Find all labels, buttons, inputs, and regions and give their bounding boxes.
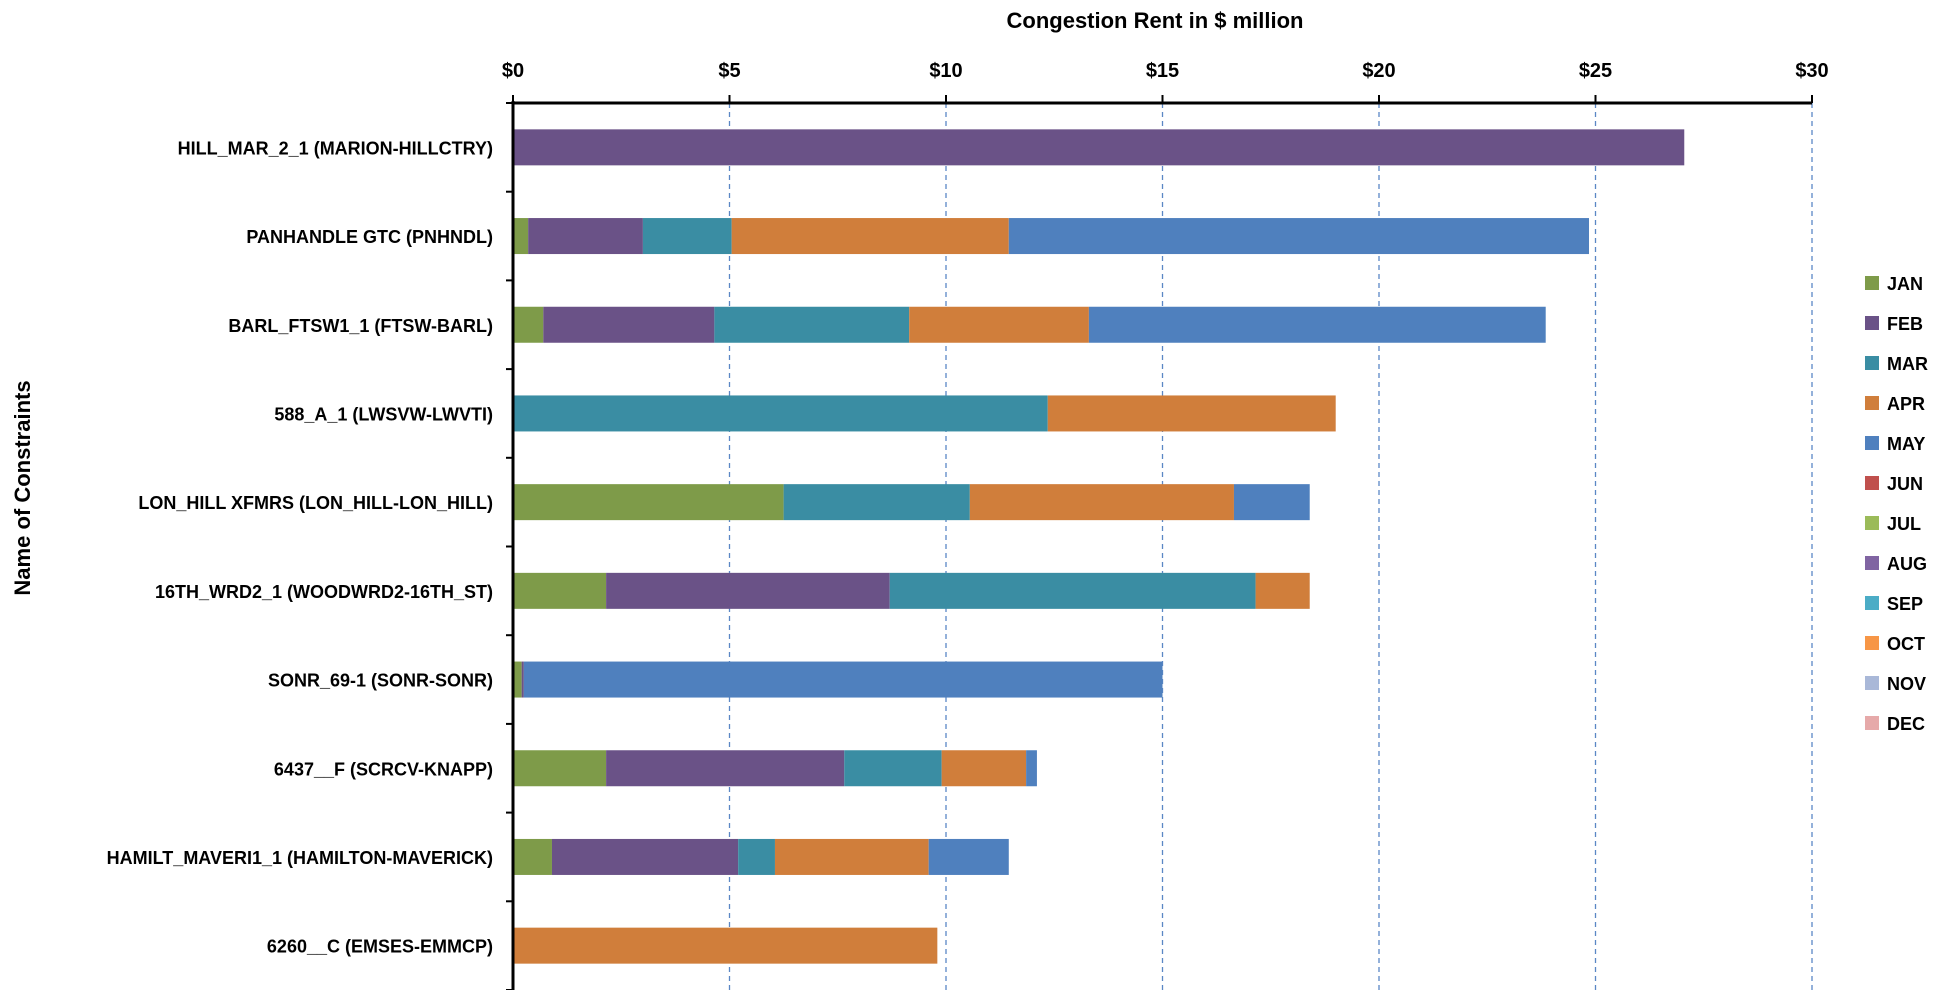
bar-segment bbox=[642, 218, 732, 255]
legend-swatch bbox=[1865, 716, 1879, 730]
bar-segment bbox=[969, 484, 1234, 521]
bar-segment bbox=[528, 218, 643, 255]
bar-segment bbox=[513, 129, 1685, 166]
category-label: 6260__C (EMSES-EMMCP) bbox=[267, 937, 493, 957]
bar-segment bbox=[513, 927, 938, 964]
bar-segment bbox=[513, 750, 607, 787]
bar-segment bbox=[606, 572, 890, 609]
legend-swatch bbox=[1865, 636, 1879, 650]
x-tick-label: $20 bbox=[1362, 60, 1395, 82]
category-label: PANHANDLE GTC (PNHNDL) bbox=[246, 227, 493, 247]
x-tick-labels: $0 $5 $10 $15 $20 $25 $30 bbox=[502, 60, 1829, 82]
bar-segment bbox=[1047, 395, 1336, 432]
bar-segment bbox=[1026, 750, 1037, 787]
legend-label: DEC bbox=[1887, 714, 1925, 734]
legend-swatch bbox=[1865, 556, 1879, 570]
x-tick-label: $0 bbox=[502, 60, 524, 82]
legend-swatch bbox=[1865, 516, 1879, 530]
bar-segment bbox=[909, 306, 1089, 343]
bar-segment bbox=[551, 838, 739, 875]
bar-segment bbox=[889, 572, 1256, 609]
bar-segment bbox=[928, 838, 1009, 875]
category-label: BARL_FTSW1_1 (FTSW-BARL) bbox=[228, 316, 493, 336]
bar-segment bbox=[513, 838, 552, 875]
bar-segment bbox=[521, 661, 524, 698]
legend-label: MAR bbox=[1887, 354, 1928, 374]
bar-segment bbox=[1233, 484, 1310, 521]
legend-label: SEP bbox=[1887, 594, 1923, 614]
bar-segment bbox=[941, 750, 1027, 787]
legend-label: NOV bbox=[1887, 674, 1926, 694]
legend-swatch bbox=[1865, 356, 1879, 370]
bar-segment bbox=[844, 750, 942, 787]
legend-swatch bbox=[1865, 276, 1879, 290]
legend-label: AUG bbox=[1887, 554, 1927, 574]
category-label: LON_HILL XFMRS (LON_HILL-LON_HILL) bbox=[138, 493, 493, 513]
chart-title: Congestion Rent in $ million bbox=[1007, 8, 1304, 33]
x-tick-label: $15 bbox=[1146, 60, 1179, 82]
legend-label: APR bbox=[1887, 394, 1925, 414]
bar-segment bbox=[774, 838, 929, 875]
x-tick-label: $25 bbox=[1579, 60, 1612, 82]
bar-segment bbox=[1088, 306, 1546, 343]
bar-segment bbox=[606, 750, 845, 787]
bar-segment bbox=[513, 218, 529, 255]
legend-swatch bbox=[1865, 676, 1879, 690]
legend-swatch bbox=[1865, 596, 1879, 610]
bar-segment bbox=[714, 306, 910, 343]
legend-swatch bbox=[1865, 396, 1879, 410]
legend-label: JAN bbox=[1887, 274, 1923, 294]
legend-swatch bbox=[1865, 316, 1879, 330]
legend-label: JUN bbox=[1887, 474, 1923, 494]
bar-segment bbox=[513, 395, 1048, 432]
bar-segment bbox=[513, 572, 607, 609]
legend: JAN FEB MAR APR MAY JUN JUL AUG SEP OCT NOV DEC bbox=[1865, 274, 1928, 734]
bars-group bbox=[513, 129, 1685, 964]
axes-group bbox=[506, 95, 1813, 990]
category-label: HAMILT_MAVERI1_1 (HAMILTON-MAVERICK) bbox=[107, 848, 493, 868]
bar-segment bbox=[513, 661, 522, 698]
y-axis-title: Name of Constraints bbox=[10, 380, 35, 595]
legend-swatch bbox=[1865, 476, 1879, 490]
category-label: 6437__F (SCRCV-KNAPP) bbox=[274, 759, 493, 779]
bar-segment bbox=[1008, 218, 1590, 255]
legend-label: JUL bbox=[1887, 514, 1921, 534]
category-label: 16TH_WRD2_1 (WOODWRD2-16TH_ST) bbox=[155, 582, 493, 602]
legend-label: OCT bbox=[1887, 634, 1925, 654]
bar-segment bbox=[543, 306, 715, 343]
category-label: HILL_MAR_2_1 (MARION-HILLCTRY) bbox=[178, 138, 493, 158]
x-tick-label: $10 bbox=[929, 60, 962, 82]
x-tick-label: $30 bbox=[1795, 60, 1828, 82]
legend-label: FEB bbox=[1887, 314, 1923, 334]
legend-swatch bbox=[1865, 436, 1879, 450]
category-label: 588_A_1 (LWSVW-LWVTI) bbox=[274, 404, 493, 424]
bar-segment bbox=[513, 484, 784, 521]
category-labels: HILL_MAR_2_1 (MARION-HILLCTRY) PANHANDLE … bbox=[107, 138, 493, 956]
bar-segment bbox=[738, 838, 775, 875]
bar-segment bbox=[1255, 572, 1310, 609]
bar-segment bbox=[523, 661, 1163, 698]
bar-segment bbox=[731, 218, 1009, 255]
bar-segment bbox=[513, 306, 544, 343]
legend-label: MAY bbox=[1887, 434, 1925, 454]
bar-segment bbox=[783, 484, 970, 521]
category-label: SONR_69-1 (SONR-SONR) bbox=[268, 671, 493, 691]
x-tick-label: $5 bbox=[718, 60, 740, 82]
